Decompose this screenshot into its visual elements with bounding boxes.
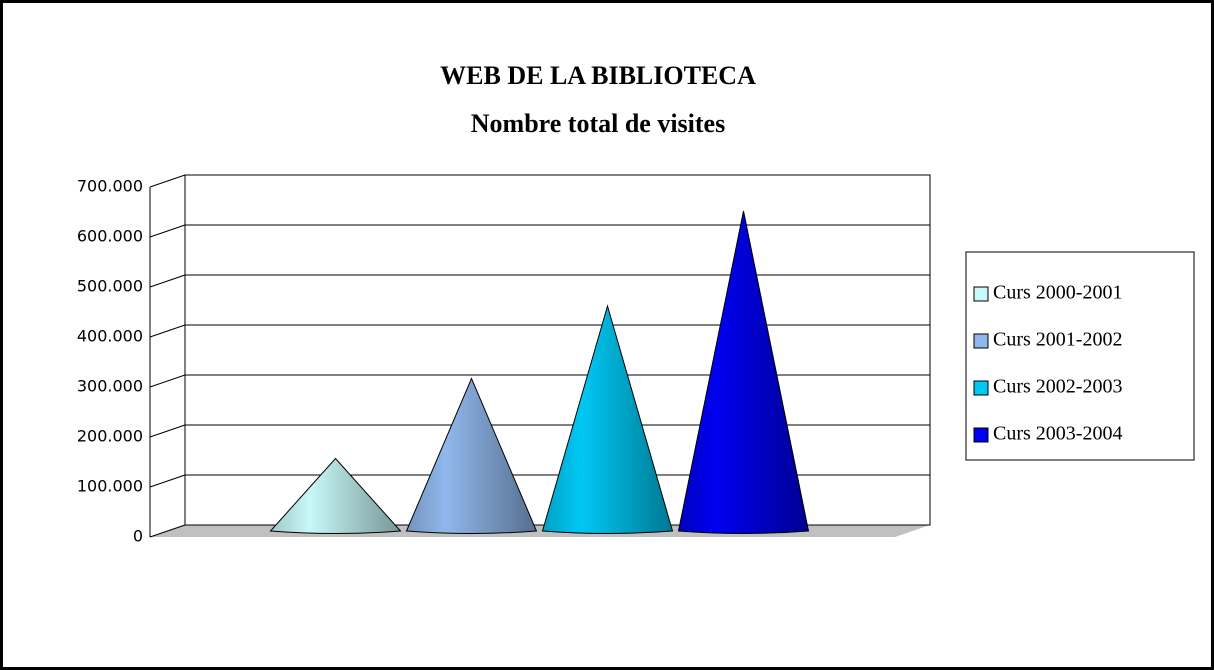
legend-label: Curs 2002-2003 bbox=[993, 376, 1122, 398]
tick-mark bbox=[149, 424, 186, 438]
legend-swatch bbox=[973, 380, 989, 396]
tick-mark bbox=[149, 224, 186, 238]
legend-swatch bbox=[973, 286, 989, 302]
tick-mark bbox=[149, 324, 186, 338]
y-tick-label: 100.000 bbox=[77, 477, 143, 496]
y-tick-label: 400.000 bbox=[77, 327, 143, 346]
y-tick-label: 700.000 bbox=[77, 177, 143, 196]
cone bbox=[677, 210, 810, 534]
cone bbox=[269, 457, 402, 534]
tick-mark bbox=[149, 174, 186, 188]
legend-label: Curs 2003-2004 bbox=[993, 423, 1122, 445]
legend-label: Curs 2000-2001 bbox=[993, 282, 1122, 304]
y-tick-label: 500.000 bbox=[77, 277, 143, 296]
back-wall bbox=[184, 174, 931, 526]
floor bbox=[150, 525, 930, 537]
legend-swatch bbox=[973, 427, 989, 443]
tick-mark bbox=[149, 374, 186, 388]
cone bbox=[405, 377, 538, 534]
y-tick-label: 300.000 bbox=[77, 377, 143, 396]
y-tick-label: 0 bbox=[133, 527, 143, 546]
chart-subtitle: Nombre total de visites bbox=[471, 109, 725, 138]
tick-mark bbox=[149, 524, 186, 538]
y-tick-label: 600.000 bbox=[77, 227, 143, 246]
tick-mark bbox=[149, 274, 186, 288]
tick-mark bbox=[149, 474, 186, 488]
chart-title: WEB DE LA BIBLIOTECA bbox=[440, 61, 756, 90]
legend bbox=[965, 251, 1195, 461]
legend-label: Curs 2001-2002 bbox=[993, 329, 1122, 351]
y-tick-label: 200.000 bbox=[77, 427, 143, 446]
legend-swatch bbox=[973, 333, 989, 349]
cone bbox=[541, 304, 674, 534]
